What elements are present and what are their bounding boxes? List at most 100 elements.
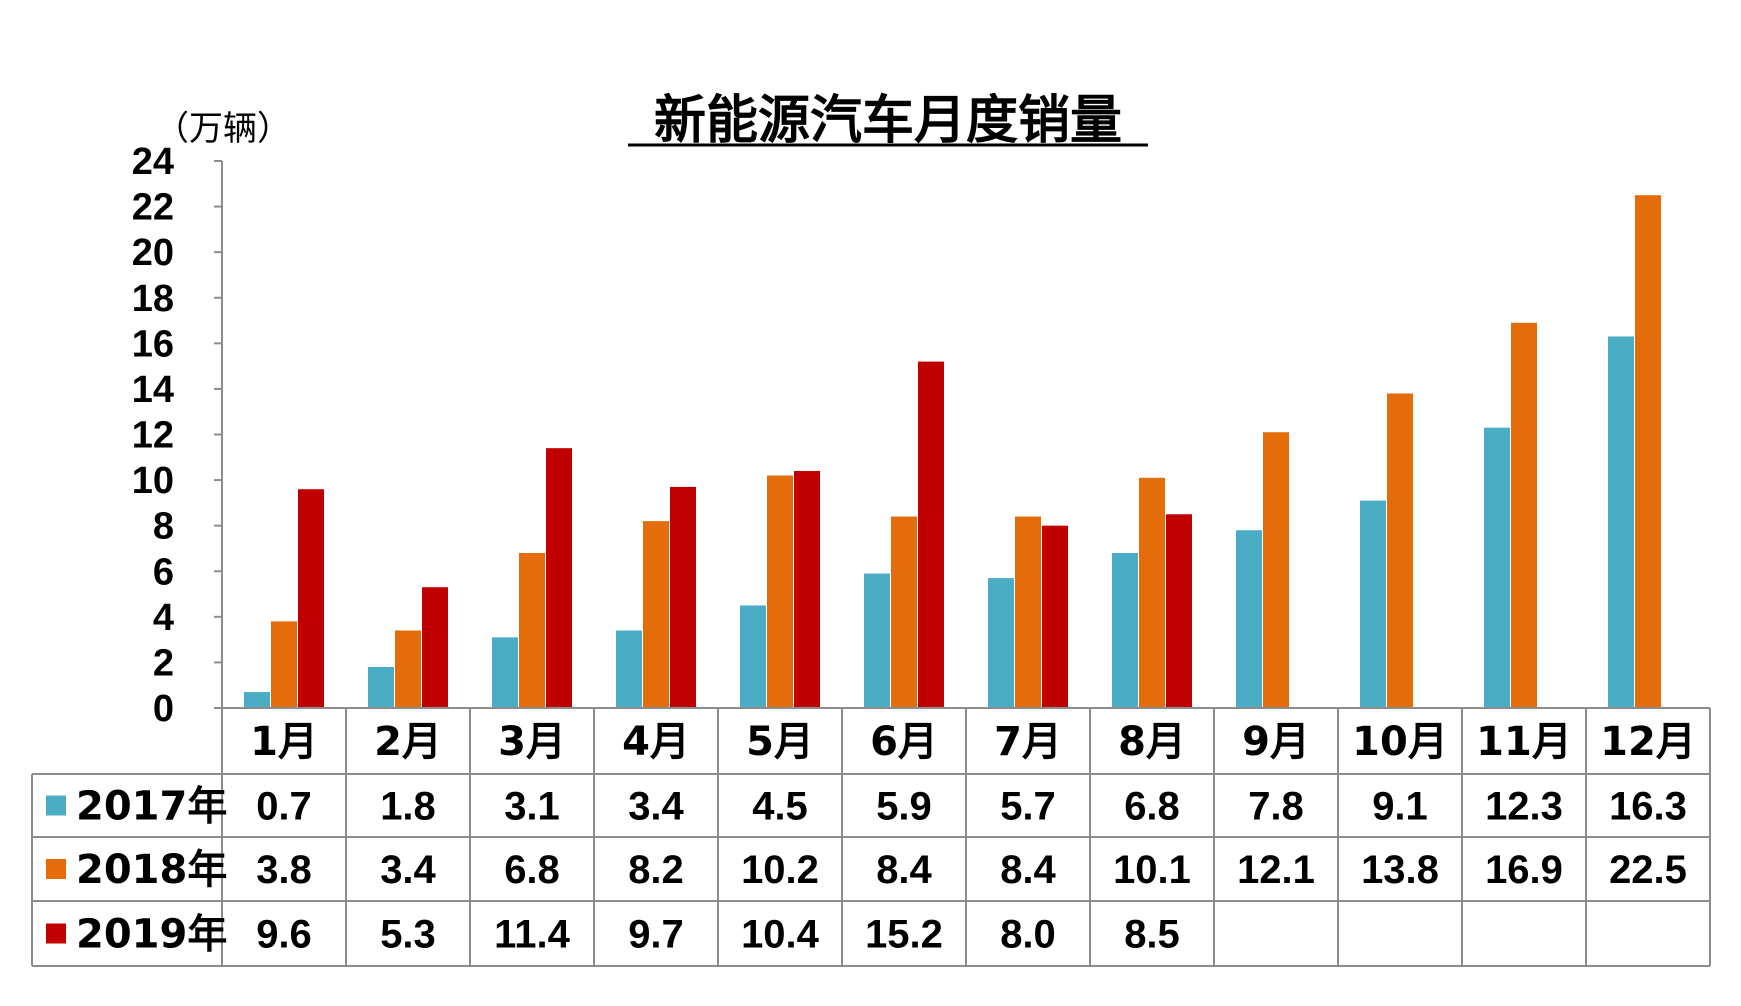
bar-2017年-5月 — [740, 605, 766, 708]
legend-label: 2018年 — [76, 847, 227, 893]
legend-label: 2017年 — [76, 784, 227, 830]
data-label: 3.1 — [504, 785, 560, 829]
data-label: 0.7 — [256, 785, 312, 829]
y-tick-label: 2 — [153, 642, 174, 684]
bar-2019年-1月 — [298, 489, 324, 708]
bar-2018年-11月 — [1511, 322, 1537, 708]
bar-2019年-3月 — [546, 448, 572, 708]
data-label: 22.5 — [1609, 848, 1687, 892]
bar-2017年-11月 — [1484, 427, 1510, 708]
bar-2017年-12月 — [1608, 336, 1634, 708]
y-tick-label: 24 — [132, 141, 174, 183]
data-label: 3.4 — [628, 785, 684, 829]
data-label: 3.8 — [256, 848, 312, 892]
data-label: 10.1 — [1113, 848, 1191, 892]
bar-2017年-6月 — [864, 573, 890, 708]
x-category-label: 4月 — [622, 719, 690, 765]
bar-2019年-2月 — [422, 587, 448, 708]
data-label: 12.1 — [1237, 848, 1315, 892]
y-tick-label: 8 — [153, 506, 174, 548]
legend-swatch-2019年 — [46, 923, 66, 944]
x-category-label: 1月 — [250, 719, 318, 765]
y-tick-label: 20 — [132, 232, 174, 274]
bar-2017年-1月 — [244, 692, 270, 708]
data-label: 7.8 — [1248, 785, 1304, 829]
bar-2018年-4月 — [643, 521, 669, 708]
x-category-label: 11月 — [1476, 719, 1572, 765]
x-category-label: 8月 — [1118, 719, 1186, 765]
bar-2017年-10月 — [1360, 500, 1386, 708]
x-category-label: 5月 — [746, 719, 814, 765]
y-tick-label: 12 — [132, 415, 174, 457]
bar-2017年-9月 — [1236, 530, 1262, 708]
bar-2018年-3月 — [519, 553, 545, 708]
bar-2018年-6月 — [891, 516, 917, 708]
y-tick-label: 6 — [153, 551, 174, 593]
data-label: 11.4 — [494, 913, 570, 957]
x-category-label: 7月 — [994, 719, 1062, 765]
bar-2018年-1月 — [271, 621, 297, 708]
data-label: 8.0 — [1000, 913, 1056, 957]
y-tick-label: 14 — [132, 369, 174, 411]
bar-2017年-7月 — [988, 578, 1014, 708]
legend-label: 2019年 — [76, 912, 227, 958]
x-category-label: 12月 — [1600, 719, 1696, 765]
data-label: 5.9 — [876, 785, 932, 829]
data-label: 16.3 — [1609, 785, 1687, 829]
data-label: 5.3 — [380, 913, 436, 957]
plot-area — [244, 195, 1661, 708]
data-label: 15.2 — [865, 913, 943, 957]
bar-2018年-12月 — [1635, 195, 1661, 708]
chart-title: 新能源汽车月度销量 — [654, 91, 1122, 151]
data-label: 4.5 — [752, 785, 808, 829]
bar-2019年-6月 — [918, 361, 944, 708]
data-table: 1月 2月 3月 4月 5月 6月 7月 8月 9月 10月 11月 12月 2017年 0.7 1.8 3.… — [31, 707, 1711, 967]
data-label: 16.9 — [1485, 848, 1563, 892]
data-label: 3.4 — [380, 848, 436, 892]
y-axis-unit-label: （万辆） — [155, 109, 291, 149]
data-label: 5.7 — [1000, 785, 1056, 829]
data-label: 8.4 — [876, 848, 932, 892]
bar-2017年-3月 — [492, 637, 518, 708]
data-label: 12.3 — [1485, 785, 1563, 829]
data-label: 9.6 — [256, 913, 312, 957]
data-label: 9.1 — [1372, 785, 1428, 829]
x-category-label: 6月 — [870, 719, 938, 765]
legend-swatch-2018年 — [46, 859, 66, 879]
y-tick-label: 22 — [132, 187, 174, 229]
data-label: 13.8 — [1361, 848, 1439, 892]
y-tick-label: 10 — [132, 460, 174, 502]
bar-2018年-5月 — [767, 475, 793, 708]
legend-swatch-2017年 — [46, 795, 66, 816]
bar-2018年-9月 — [1263, 432, 1289, 708]
bar-2019年-4月 — [670, 486, 696, 708]
x-category-label: 3月 — [498, 719, 566, 765]
x-category-label: 9月 — [1242, 719, 1310, 765]
bar-2019年-8月 — [1166, 514, 1192, 708]
y-tick-label: 16 — [132, 323, 174, 365]
bar-2018年-2月 — [395, 630, 421, 708]
x-category-label: 2月 — [374, 719, 442, 765]
bar-2018年-10月 — [1387, 393, 1413, 708]
data-label: 6.8 — [1124, 785, 1180, 829]
bar-2017年-2月 — [368, 666, 394, 708]
data-label: 8.5 — [1124, 913, 1180, 957]
bar-2017年-8月 — [1112, 553, 1138, 708]
y-tick-label: 0 — [153, 688, 174, 730]
y-tick-label: 18 — [132, 278, 174, 320]
data-label: 10.2 — [741, 848, 819, 892]
bar-2019年-7月 — [1042, 525, 1068, 708]
data-label: 8.4 — [1000, 848, 1056, 892]
data-label: 9.7 — [628, 913, 684, 957]
bar-2018年-8月 — [1139, 477, 1165, 708]
x-category-label: 10月 — [1352, 719, 1448, 765]
bar-2017年-4月 — [616, 630, 642, 708]
bar-2019年-5月 — [794, 470, 820, 708]
bar-2018年-7月 — [1015, 516, 1041, 708]
data-label: 1.8 — [380, 785, 436, 829]
y-tick-label: 4 — [153, 597, 174, 639]
data-label: 8.2 — [628, 848, 684, 892]
data-label: 10.4 — [741, 913, 820, 957]
